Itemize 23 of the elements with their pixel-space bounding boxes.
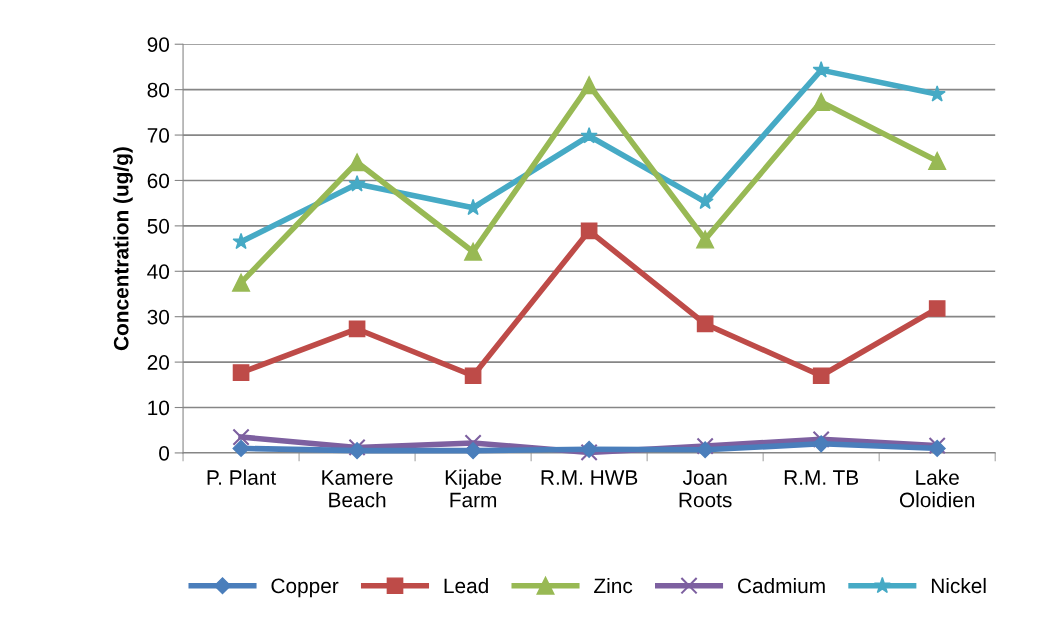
x-tick-label: Kijabe Farm [445, 469, 502, 508]
legend-label: Zinc [594, 577, 633, 594]
y-axis-title: Concentration (ug/g) [113, 147, 133, 351]
legend-label: Lead [444, 577, 488, 594]
y-tick-label: 20 [147, 355, 170, 370]
x-tick-label: Kamere Beach [322, 470, 393, 508]
y-tick-label: 60 [147, 173, 170, 189]
x-tick-label: Lake Oloidien [899, 469, 975, 508]
legend-label: Cadmium [738, 577, 825, 594]
legend-label: Copper [271, 578, 339, 598]
y-tick-label: 40 [147, 264, 170, 280]
x-tick-label: Joan Roots [679, 470, 732, 508]
y-tick-label: 30 [147, 309, 170, 325]
y-tick-label: 80 [147, 82, 170, 98]
y-tick-label: 70 [147, 128, 170, 143]
y-tick-label: 10 [148, 400, 170, 416]
x-tick-label: P. Plant [207, 469, 277, 485]
y-tick-label: 50 [147, 218, 170, 234]
legend-label: Nickel [931, 577, 986, 594]
x-tick-label: R.M. TB [784, 470, 859, 485]
y-tick-label: 90 [147, 37, 170, 52]
y-tick-label: 0 [159, 445, 170, 461]
x-tick-label: R.M. HWB [541, 470, 638, 485]
